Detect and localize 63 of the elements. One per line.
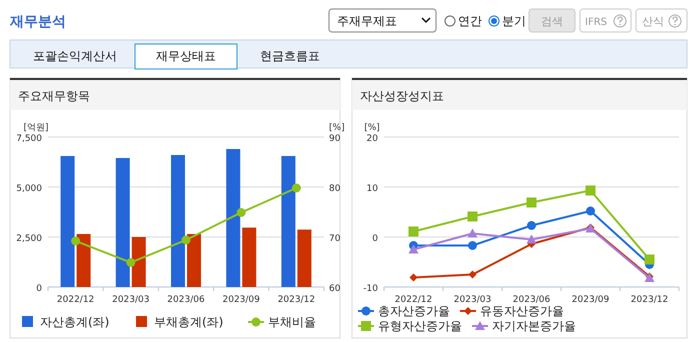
y-tick-label: -10	[363, 284, 378, 294]
y2-tick-label: 60	[329, 284, 341, 294]
y-tick-label: 0	[36, 284, 42, 294]
bar	[187, 234, 201, 287]
point	[408, 226, 418, 236]
bar	[297, 230, 312, 287]
y-tick-label: 10	[366, 184, 378, 194]
y-tick-label: 5,000	[16, 184, 42, 194]
legend-label: 부채비율	[268, 315, 316, 329]
point	[586, 186, 596, 196]
point	[126, 258, 136, 267]
point	[468, 241, 477, 250]
point	[71, 236, 80, 246]
bar	[171, 155, 185, 287]
point	[236, 208, 246, 217]
x-tick-label: 2023/12	[630, 295, 668, 305]
legend-label: 총자산증가율	[378, 304, 450, 318]
point	[410, 274, 418, 282]
x-tick-label: 2023/06	[167, 295, 205, 305]
point	[526, 198, 536, 208]
point	[182, 236, 190, 244]
legend-label: 유동자산증가율	[480, 304, 564, 318]
y2-tick-label: 80	[329, 184, 341, 194]
x-tick-label: 2023/03	[454, 295, 492, 305]
x-tick-label: 2023/12	[278, 295, 316, 305]
point	[527, 221, 536, 230]
point	[292, 184, 301, 192]
x-tick-label: 2022/12	[56, 295, 94, 305]
y-tick-label: 0	[372, 234, 378, 244]
bar	[132, 237, 146, 287]
y-tick-label: 20	[366, 134, 378, 144]
bar	[226, 149, 240, 287]
page-controls: 재무분석 주재무제표 연간 분기 검색 IFRS 산식 포괄손익계산서 재무상태표 현금흐름표	[10, 8, 688, 70]
y-axis-title: [억원]	[23, 123, 49, 133]
y-tick-label: 2,500	[16, 234, 42, 244]
bar	[116, 158, 130, 287]
legend-label: 자산총계(좌)	[40, 315, 110, 329]
legend-label: 자기자본증가율	[492, 319, 576, 333]
point	[644, 254, 654, 264]
point	[468, 270, 476, 278]
bar	[76, 234, 91, 287]
legend-label: 유형자산증가율	[378, 319, 462, 333]
point	[526, 234, 536, 244]
point	[468, 212, 478, 222]
x-tick-label: 2023/09	[222, 295, 260, 305]
bar	[60, 156, 75, 287]
bar	[281, 156, 296, 287]
point	[586, 206, 595, 216]
y-axis-title: [%]	[364, 123, 380, 133]
bar	[242, 228, 256, 287]
x-tick-label: 2022/12	[394, 295, 432, 305]
x-tick-label: 2023/03	[112, 295, 150, 305]
legend-label: 부채총계(좌)	[154, 315, 224, 329]
x-tick-label: 2023/09	[572, 295, 610, 305]
y2-tick-label: 70	[329, 234, 341, 244]
chart-title: 자산성장성지표	[360, 89, 444, 103]
y-tick-label: 7,500	[16, 134, 42, 144]
y2-tick-label: 90	[329, 134, 341, 144]
y2-axis-title: [%]	[329, 123, 345, 133]
point	[468, 228, 478, 238]
chart-title: 주요재무항목	[18, 89, 90, 103]
x-tick-label: 2023/06	[512, 295, 550, 305]
point	[408, 244, 418, 254]
